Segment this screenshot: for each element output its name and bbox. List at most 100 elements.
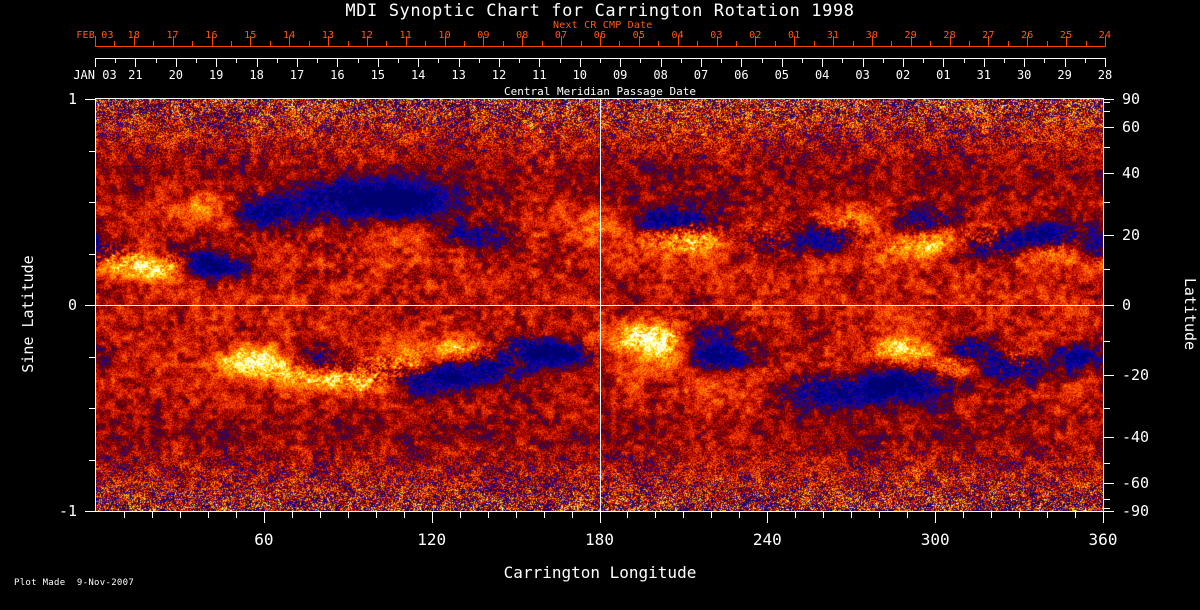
right-axis-minor-tick [1104,269,1110,271]
red-axis-minor-tick [502,41,504,47]
bottom-axis-minor-tick [375,512,377,518]
top-white-date-axis [95,58,1106,67]
bottom-axis-tick [431,512,433,523]
red-axis-tick-label: 31 [826,30,840,41]
white-axis-minor-tick [196,58,197,63]
bottom-axis-minor-tick [123,512,125,518]
white-axis-tick-label: 21 [128,68,143,82]
white-axis-tick-label: 31 [976,68,992,82]
red-axis-tick-label: 25 [1059,30,1073,41]
white-axis-tick-label: 09 [612,68,628,82]
red-axis-minor-tick [425,41,427,47]
white-axis-tick-label: 05 [774,68,790,82]
red-axis-tick-label: 14 [282,30,296,41]
bottom-axis-minor-tick [1075,512,1077,518]
bottom-axis-minor-tick [795,512,797,518]
bottom-axis-minor-tick [711,512,713,518]
white-axis-tick-label: 02 [895,68,911,82]
white-axis-tick [95,58,96,67]
white-axis-tick-label: 01 [936,68,951,82]
white-axis-minor-tick [357,58,359,63]
red-axis-minor-tick [774,41,776,47]
red-axis-tick [1105,36,1106,47]
top-red-date-axis [95,36,1106,47]
white-axis-tick [579,58,581,67]
red-axis-tick-label: 16 [205,30,218,41]
white-axis-minor-tick [276,58,278,63]
bottom-axis-tick-label: 120 [417,530,447,549]
red-axis-tick [871,36,873,47]
white-axis-tick [377,58,379,67]
red-axis-tick [600,36,601,47]
right-axis-tick-label: 20 [1122,225,1141,244]
bottom-axis-minor-tick [1047,512,1049,518]
red-axis-tick [949,36,951,47]
right-axis-minor-tick [1104,102,1110,104]
crosshair-horizontal [96,305,1103,306]
white-axis-minor-tick [680,58,682,63]
right-axis-tick [1104,172,1114,174]
red-axis-tick [328,36,330,47]
white-axis-tick-label: 16 [330,68,345,82]
white-axis-tick [256,58,258,67]
bottom-axis-minor-tick [907,512,909,518]
right-axis-tick-label: 60 [1122,117,1141,136]
bottom-axis-minor-tick [235,512,237,518]
right-axis-title: Latitude [1181,277,1199,351]
white-axis-tick [1024,58,1026,67]
right-axis-minor-tick [1104,147,1110,149]
red-axis-tick [561,36,563,47]
red-axis-tick [833,36,835,47]
red-axis-minor-tick [619,41,621,47]
red-axis-tick [1027,36,1029,47]
white-axis-tick-label: 30 [1016,68,1032,82]
bottom-axis-minor-tick [739,512,741,518]
right-axis-minor-tick [1104,408,1110,409]
right-axis-tick-label: -60 [1122,474,1150,493]
bottom-axis-minor-tick [515,512,517,518]
red-axis-tick-label: 17 [166,30,179,41]
bottom-axis-minor-tick [1019,512,1021,518]
right-axis-tick [1104,375,1114,377]
white-axis-minor-tick [438,58,440,63]
red-axis-tick [794,36,796,47]
magnetogram-plot-area[interactable] [95,98,1104,512]
white-axis-tick [822,58,824,67]
left-axis-title: Sine Latitude [19,255,37,373]
bottom-axis-tick-label: 360 [1088,530,1118,549]
right-axis-minor-tick [1104,507,1110,509]
bottom-axis-tick [599,512,601,523]
white-axis-tick [983,58,985,67]
red-axis-tick [289,36,291,47]
red-axis-minor-tick [852,41,854,47]
right-axis-tick [1104,511,1114,512]
white-axis-tick-label: 13 [451,68,466,82]
red-axis-tick [522,36,524,47]
red-axis-tick-label: 05 [632,30,646,41]
right-axis-minor-tick [1104,462,1110,464]
white-axis-tick-label: 03 [855,68,870,82]
bottom-axis-minor-tick [571,512,573,518]
red-axis-tick-label: 26 [1021,30,1034,41]
left-axis-tick [89,253,95,255]
red-axis-tick-label: 30 [865,30,879,41]
white-axis-minor-tick [398,58,399,63]
red-axis-minor-tick [813,41,815,47]
red-axis-tick-label: 08 [516,30,529,41]
red-axis-tick-label: 10 [438,30,451,41]
right-axis-tick-label: 0 [1122,296,1132,314]
red-axis-minor-tick [1007,41,1009,47]
red-axis-tick-label: 18 [127,30,141,41]
white-axis-minor-tick [923,58,925,63]
white-axis-tick [539,58,541,67]
white-axis-tick-label: 08 [653,68,668,82]
white-axis-tick [741,58,743,67]
white-axis-tick [862,58,864,67]
red-axis-tick-label: 03 [710,30,723,41]
red-axis-tick-label: 27 [982,30,995,41]
bottom-axis-tick [1103,512,1104,523]
left-axis-tick [89,459,95,461]
white-axis-tick [499,58,500,67]
right-axis-tick-label: -40 [1122,428,1150,447]
left-axis-tick [85,99,95,100]
